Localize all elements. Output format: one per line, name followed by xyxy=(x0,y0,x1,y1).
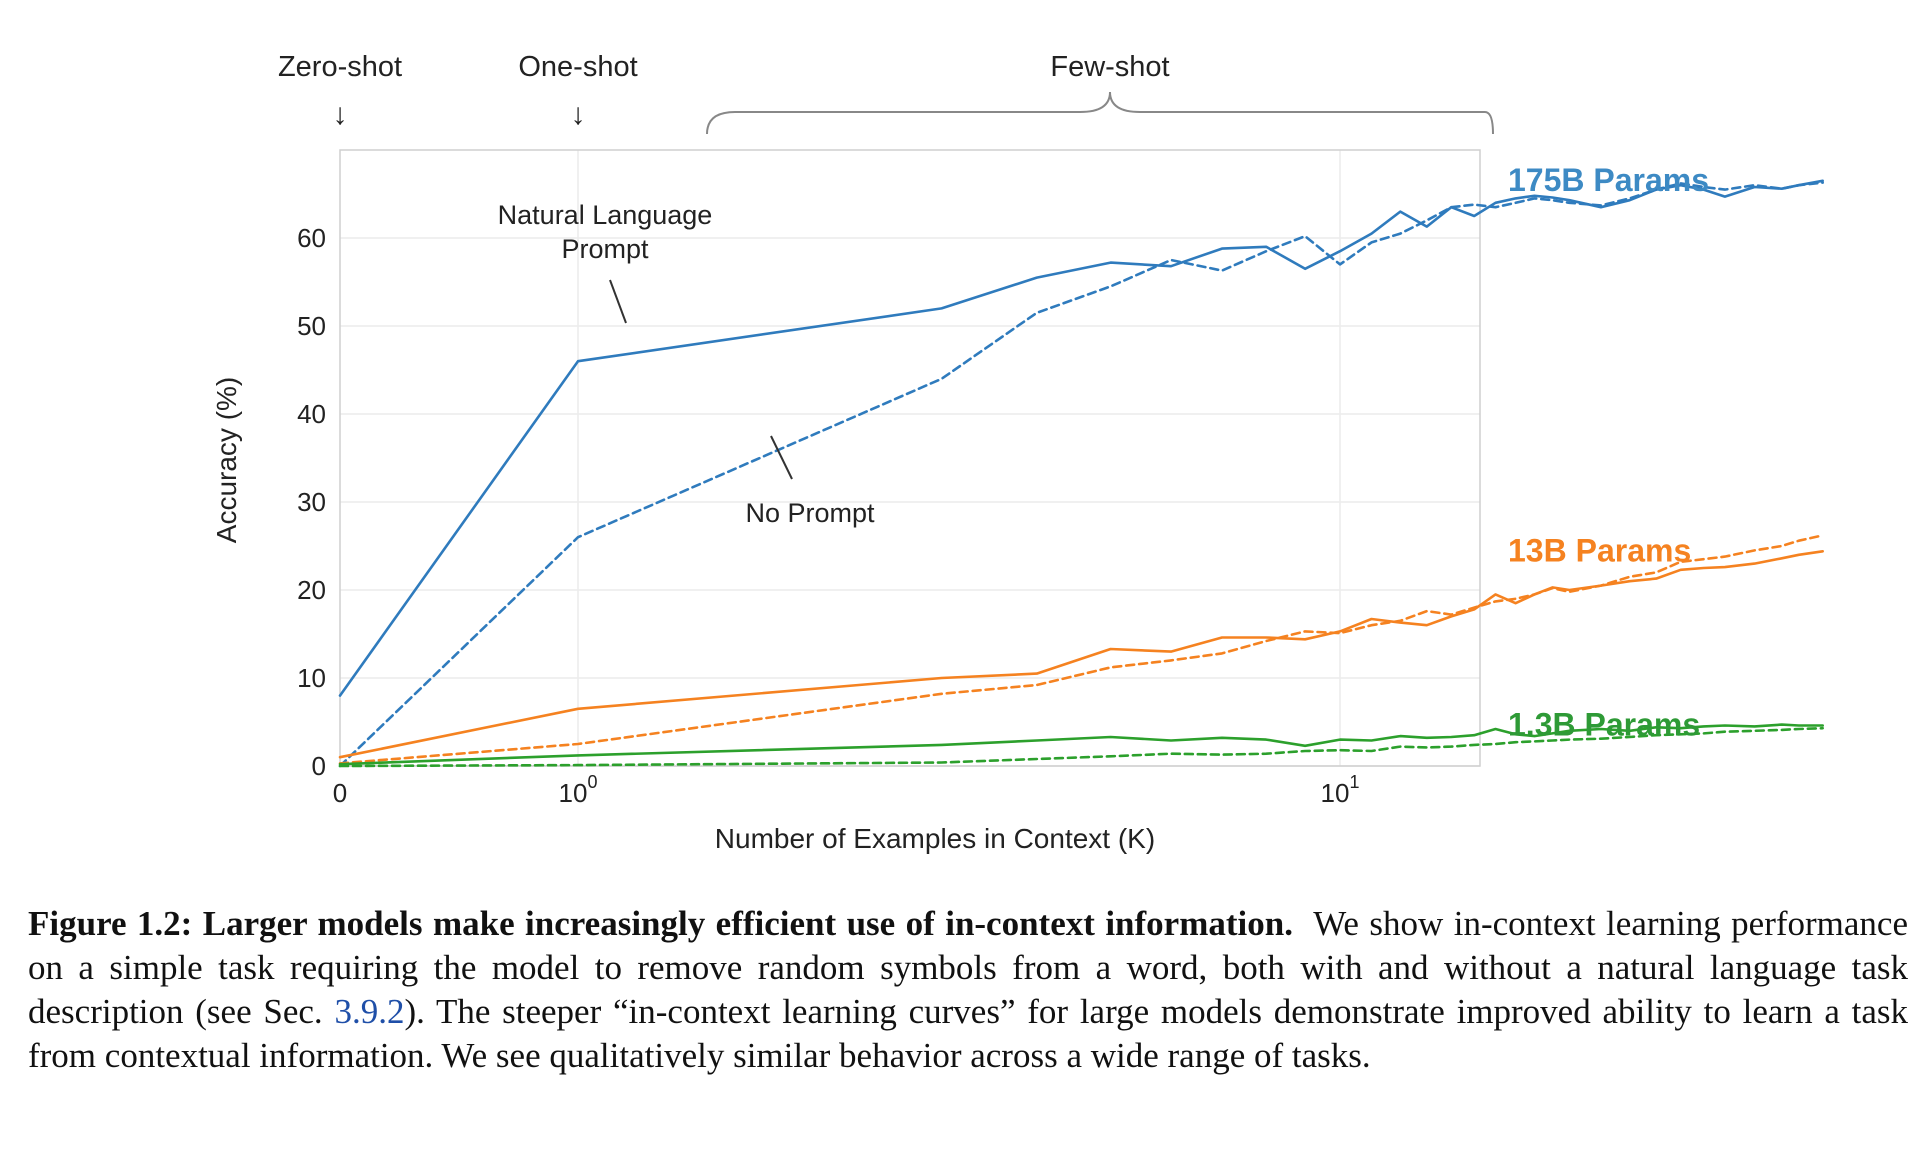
y-tick-label: 10 xyxy=(297,663,326,693)
plot-frame xyxy=(339,149,1481,767)
series-label: 1.3B Params xyxy=(1508,707,1700,743)
zero-shot-label: Zero-shot xyxy=(278,51,402,83)
x-tick-label: 100 xyxy=(559,772,598,808)
y-tick-label: 20 xyxy=(297,575,326,605)
series-label: 13B Params xyxy=(1508,532,1691,568)
caption-text-continued: ). The steeper “in-context learning curv… xyxy=(28,992,1909,1075)
axis-ticks: 0 10 20 30 40 50 60 0 100 101 xyxy=(297,223,1359,808)
x-tick-label: 101 xyxy=(1321,772,1360,808)
y-tick-label: 0 xyxy=(312,751,326,781)
series-lines xyxy=(338,179,1824,768)
series-label: 175B Params xyxy=(1508,162,1709,198)
few-shot-brace xyxy=(706,91,1494,135)
series-labels: 175B Params 13B Params 1.3B Params xyxy=(1508,162,1709,743)
y-tick-label: 30 xyxy=(297,487,326,517)
grid xyxy=(340,150,1480,767)
figure-caption: Figure 1.2: Larger models make increasin… xyxy=(28,902,1908,1078)
caption-title: Figure 1.2: Larger models make increasin… xyxy=(28,904,1293,943)
figure-chart: 0 10 20 30 40 50 60 0 100 101 175B Params 13B Para… xyxy=(211,51,1824,854)
no-prompt-pointer xyxy=(770,435,793,480)
zero-shot-arrow-icon: ↓ xyxy=(333,98,348,131)
y-tick-label: 60 xyxy=(297,223,326,253)
few-shot-label: Few-shot xyxy=(1050,51,1169,83)
one-shot-arrow-icon: ↓ xyxy=(571,98,586,131)
x-tick-label: 0 xyxy=(333,778,347,808)
series-line-13b-params-solid xyxy=(338,549,1824,759)
line-chart: 0 10 20 30 40 50 60 0 100 101 175B Params 13B Para… xyxy=(211,51,1824,854)
natural-language-prompt-pointer xyxy=(609,279,627,324)
y-tick-label: 40 xyxy=(297,399,326,429)
natural-language-prompt-annotation: Natural Language Prompt xyxy=(498,200,713,264)
section-reference-link[interactable]: 3.9.2 xyxy=(334,992,405,1031)
y-axis-title: Accuracy (%) xyxy=(211,377,242,543)
series-line-175b-params-dashed xyxy=(338,181,1824,768)
x-axis-title: Number of Examples in Context (K) xyxy=(715,823,1155,854)
series-line-1-3b-params-solid xyxy=(338,723,1824,766)
series-line-13b-params-dashed xyxy=(338,534,1824,765)
caption-text: We show in-context learning performance … xyxy=(28,904,1908,1031)
one-shot-label: One-shot xyxy=(518,51,637,83)
no-prompt-annotation: No Prompt xyxy=(745,498,875,528)
series-line-1-3b-params-dashed xyxy=(338,726,1824,768)
y-tick-label: 50 xyxy=(297,311,326,341)
